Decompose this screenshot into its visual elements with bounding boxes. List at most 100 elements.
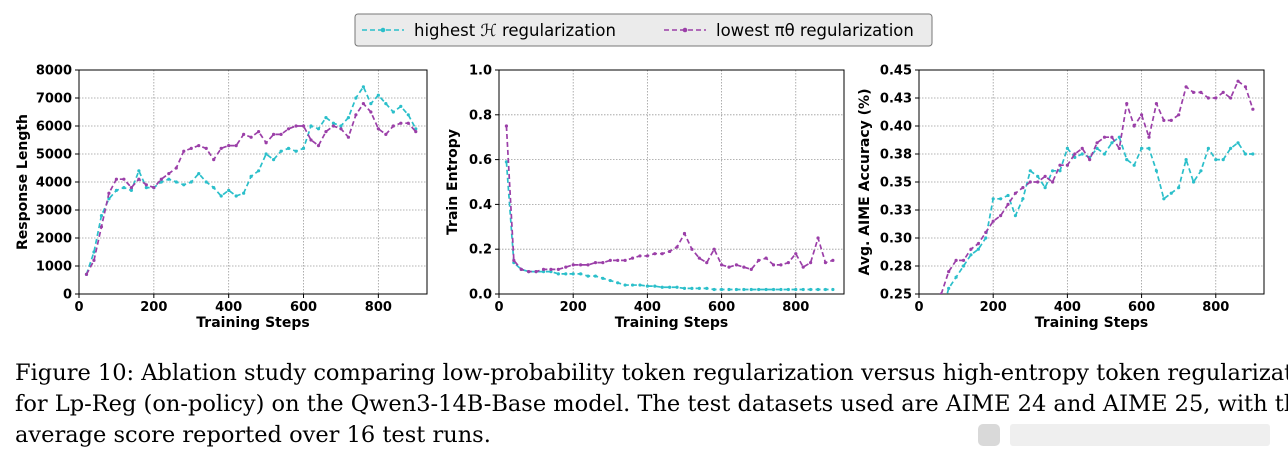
data-point xyxy=(1073,152,1077,156)
chart-response-length: 0 200 400 600 800010002000300040005000600070… xyxy=(15,64,428,331)
data-point xyxy=(212,158,216,162)
data-point xyxy=(504,124,509,128)
chart-aime-accuracy: 0 200 400 600 800 0.25 0.28 0.30 0.33 0.35 0.38 0.4… xyxy=(857,64,1265,331)
data-point xyxy=(1214,96,1218,100)
data-point xyxy=(1191,180,1196,184)
data-point xyxy=(1028,169,1032,173)
data-point xyxy=(638,283,642,287)
data-point xyxy=(1243,152,1248,156)
data-point xyxy=(705,261,709,265)
data-point xyxy=(406,113,410,117)
data-point xyxy=(174,180,178,184)
data-point xyxy=(1251,107,1255,111)
chart-train-entropy: 0 200 400 600 800 0.0 0.2 0.4 0.6 0.8 1.0 Training … xyxy=(445,64,845,331)
y-tick-label: 0.2 xyxy=(469,243,492,258)
data-point xyxy=(623,258,627,262)
data-point xyxy=(384,102,388,106)
data-point xyxy=(92,258,96,262)
data-point xyxy=(376,127,380,131)
data-point xyxy=(122,177,126,181)
data-point xyxy=(324,116,328,120)
data-point xyxy=(1147,135,1151,139)
data-point xyxy=(1162,197,1166,201)
data-point xyxy=(999,197,1003,201)
data-point xyxy=(809,261,813,265)
data-point xyxy=(571,263,575,267)
data-point xyxy=(976,247,980,251)
data-point xyxy=(712,247,716,251)
data-point xyxy=(182,183,186,187)
data-point xyxy=(301,124,306,128)
data-point xyxy=(1095,141,1099,145)
data-point xyxy=(682,231,687,236)
x-tick-label: 600 xyxy=(290,300,317,315)
data-point xyxy=(786,287,790,292)
figure-caption: Figure 10: Ablation study comparing low-… xyxy=(15,358,1288,451)
data-point xyxy=(1229,146,1233,150)
data-point xyxy=(99,214,104,218)
legend-item-0: highest ℋ regularization xyxy=(362,21,616,40)
data-point xyxy=(1080,152,1084,156)
y-tick-label: 3000 xyxy=(36,204,72,219)
data-point xyxy=(771,263,776,267)
data-point xyxy=(167,172,171,176)
data-point xyxy=(1013,191,1018,195)
data-point xyxy=(197,144,201,148)
data-point xyxy=(1214,158,1218,162)
y-tick-label: 0.0 xyxy=(469,288,492,303)
data-point xyxy=(623,283,627,287)
data-point xyxy=(1028,180,1032,184)
data-point xyxy=(1169,118,1173,122)
data-point xyxy=(601,261,605,265)
plot-frame xyxy=(498,69,845,295)
data-point xyxy=(84,272,89,276)
data-point xyxy=(630,283,635,287)
data-point xyxy=(369,110,373,114)
data-point xyxy=(137,169,141,173)
data-point xyxy=(1199,90,1203,94)
data-point xyxy=(534,270,538,274)
x-tick-label: 800 xyxy=(365,300,392,315)
data-point xyxy=(961,264,966,268)
data-point xyxy=(608,258,612,262)
data-point xyxy=(122,186,126,190)
data-point xyxy=(301,146,306,150)
data-point xyxy=(727,287,731,292)
data-point xyxy=(690,247,694,251)
data-point xyxy=(816,236,820,240)
data-point xyxy=(257,169,261,173)
data-point xyxy=(556,272,560,276)
data-point xyxy=(159,177,163,181)
data-point xyxy=(92,250,96,254)
data-point xyxy=(786,261,790,265)
data-point xyxy=(816,287,820,292)
data-point xyxy=(947,286,951,290)
data-point xyxy=(690,286,694,290)
y-tick-label: 0.43 xyxy=(880,92,912,107)
data-point xyxy=(1065,146,1069,150)
data-point xyxy=(779,287,783,292)
data-point xyxy=(757,287,761,292)
y-tick-label: 8000 xyxy=(36,64,72,79)
data-point xyxy=(675,245,679,249)
data-point xyxy=(294,124,298,128)
y-tick-label: 0 xyxy=(63,288,72,303)
data-point xyxy=(1229,96,1233,100)
data-point xyxy=(1169,191,1173,195)
y-tick-label: 7000 xyxy=(36,92,72,107)
x-tick-label: 200 xyxy=(980,300,1007,315)
data-point xyxy=(227,188,231,192)
x-tick-label: 0 xyxy=(494,300,503,315)
data-point xyxy=(384,132,388,136)
data-point xyxy=(682,286,687,290)
y-tick-label: 0.8 xyxy=(469,108,492,123)
y-axis-label: Train Entropy xyxy=(445,129,461,235)
data-point xyxy=(1095,146,1099,150)
data-point xyxy=(579,263,583,267)
data-point xyxy=(1191,90,1196,94)
x-tick-label: 200 xyxy=(140,300,167,315)
series-line xyxy=(505,161,833,291)
x-tick-label: 800 xyxy=(1202,300,1229,315)
data-point xyxy=(742,265,746,269)
data-point xyxy=(1177,186,1181,190)
